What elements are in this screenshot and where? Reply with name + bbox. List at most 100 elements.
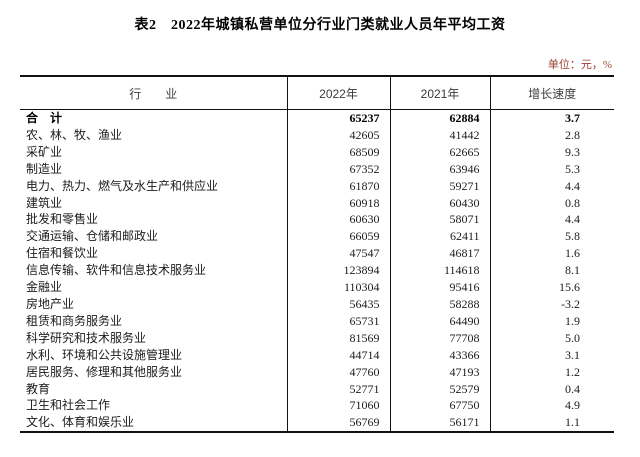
header-year-2022: 2022年 xyxy=(287,76,391,110)
growth-rate-cell: 1.9 xyxy=(565,313,580,328)
table-row: 金融业 110304 95416 15.6 xyxy=(20,279,614,296)
wage-table: 行 业 2022年 2021年 增长速度 合 计 65237 62884 3.7 农、林… xyxy=(20,75,614,434)
growth-rate-cell: 0.4 xyxy=(565,381,580,396)
growth-rate-cell: 8.1 xyxy=(565,263,580,278)
value-2022-cell: 56435 xyxy=(287,295,391,313)
value-2021-cell: 63946 xyxy=(390,160,491,178)
value-2021-cell: 114618 xyxy=(390,262,491,280)
table-row: 信息传输、软件和信息技术服务业 123894 114618 8.1 xyxy=(20,262,614,280)
value-2022-cell: 42605 xyxy=(287,126,391,144)
table-row: 居民服务、修理和其他服务业 47760 47193 1.2 xyxy=(20,363,614,381)
table-row: 农、林、牧、渔业 42605 41442 2.8 xyxy=(20,126,614,144)
value-2022-cell: 67352 xyxy=(287,160,391,178)
industry-cell: 居民服务、修理和其他服务业 xyxy=(20,363,288,381)
value-2022-cell: 47547 xyxy=(287,245,391,263)
value-2022-cell: 60918 xyxy=(287,194,391,212)
growth-rate-cell: 1.1 xyxy=(565,415,580,430)
unit-note: 单位：元，% xyxy=(547,59,612,71)
table-row: 水利、环境和公共设施管理业 44714 43366 3.1 xyxy=(20,346,614,364)
header-growth-rate: 增长速度 xyxy=(490,76,614,110)
industry-cell: 水利、环境和公共设施管理业 xyxy=(20,346,288,364)
header-year-2021: 2021年 xyxy=(390,76,491,110)
growth-rate-cell: 0.8 xyxy=(565,195,580,210)
value-2022-cell: 65731 xyxy=(287,312,391,330)
growth-rate-cell: 4.4 xyxy=(565,178,580,193)
growth-rate-cell: 2.8 xyxy=(565,127,580,142)
industry-cell: 批发和零售业 xyxy=(20,211,288,229)
value-2022-cell: 123894 xyxy=(287,262,391,280)
value-2021-cell: 59271 xyxy=(390,177,491,195)
value-2022-cell: 44714 xyxy=(287,346,391,364)
value-2021-cell: 46817 xyxy=(390,245,491,263)
header-industry: 行 业 xyxy=(20,76,288,110)
industry-cell: 农、林、牧、渔业 xyxy=(20,126,288,144)
industry-cell: 租赁和商务服务业 xyxy=(20,312,288,330)
growth-rate-cell: 9.3 xyxy=(565,144,580,159)
table-row: 教育 52771 52579 0.4 xyxy=(20,380,614,398)
table-row: 住宿和餐饮业 47547 46817 1.6 xyxy=(20,245,614,263)
value-2021-cell: 95416 xyxy=(390,279,491,296)
value-2022-cell: 52771 xyxy=(287,380,391,398)
table-row: 制造业 67352 63946 5.3 xyxy=(20,160,614,178)
industry-cell: 制造业 xyxy=(20,160,288,178)
growth-rate-cell: 15.6 xyxy=(559,280,580,295)
table-row: 科学研究和技术服务业 81569 77708 5.0 xyxy=(20,329,614,347)
industry-cell: 建筑业 xyxy=(20,194,288,212)
value-2022-cell: 110304 xyxy=(287,279,391,296)
growth-rate-cell: 4.4 xyxy=(565,212,580,227)
growth-rate-cell: 5.3 xyxy=(565,161,580,176)
industry-cell: 科学研究和技术服务业 xyxy=(20,329,288,347)
growth-rate-cell: 3.1 xyxy=(565,347,580,362)
growth-rate-cell: -3.2 xyxy=(561,296,580,311)
value-2022-cell: 56769 xyxy=(287,414,391,433)
growth-rate-cell: 4.9 xyxy=(565,398,580,413)
value-2022-cell: 71060 xyxy=(287,397,391,415)
table-row: 采矿业 68509 62665 9.3 xyxy=(20,143,614,161)
industry-cell: 采矿业 xyxy=(20,143,288,161)
value-2022-cell: 81569 xyxy=(287,329,391,347)
industry-cell: 合 计 xyxy=(20,109,288,127)
value-2022-cell: 61870 xyxy=(287,177,391,195)
table-row: 交通运输、仓储和邮政业 66059 62411 5.8 xyxy=(20,228,614,246)
table-container: 单位：元，% 行 业 2022年 2021年 增长速度 合 计 65237 6288… xyxy=(20,58,614,434)
value-2021-cell: 58071 xyxy=(390,211,491,229)
value-2021-cell: 67750 xyxy=(390,397,491,415)
growth-rate-cell: 5.0 xyxy=(565,330,580,345)
value-2021-cell: 62411 xyxy=(390,228,491,246)
industry-cell: 房地产业 xyxy=(20,295,288,313)
value-2021-cell: 62665 xyxy=(390,143,491,161)
growth-rate-cell: 1.6 xyxy=(565,246,580,261)
value-2021-cell: 41442 xyxy=(390,126,491,144)
industry-cell: 卫生和社会工作 xyxy=(20,397,288,415)
growth-rate-cell: 5.8 xyxy=(565,229,580,244)
value-2021-cell: 56171 xyxy=(390,414,491,433)
table-title: 表2 2022年城镇私营单位分行业门类就业人员年平均工资 xyxy=(134,18,506,33)
industry-cell: 住宿和餐饮业 xyxy=(20,245,288,263)
table-row: 建筑业 60918 60430 0.8 xyxy=(20,194,614,212)
industry-cell: 教育 xyxy=(20,380,288,398)
value-2021-cell: 77708 xyxy=(390,329,491,347)
table-row: 房地产业 56435 58288 -3.2 xyxy=(20,295,614,313)
value-2021-cell: 47193 xyxy=(390,363,491,381)
value-2022-cell: 65237 xyxy=(287,109,391,127)
industry-cell: 信息传输、软件和信息技术服务业 xyxy=(20,262,288,280)
value-2021-cell: 62884 xyxy=(390,109,491,127)
growth-rate-cell: 1.2 xyxy=(565,364,580,379)
industry-cell: 文化、体育和娱乐业 xyxy=(20,414,288,433)
industry-cell: 电力、热力、燃气及水生产和供应业 xyxy=(20,177,288,195)
industry-cell: 金融业 xyxy=(20,279,288,296)
table-row: 租赁和商务服务业 65731 64490 1.9 xyxy=(20,312,614,330)
value-2022-cell: 66059 xyxy=(287,228,391,246)
table-row: 批发和零售业 60630 58071 4.4 xyxy=(20,211,614,229)
value-2022-cell: 47760 xyxy=(287,363,391,381)
value-2021-cell: 64490 xyxy=(390,312,491,330)
value-2022-cell: 60630 xyxy=(287,211,391,229)
table-row: 合 计 65237 62884 3.7 xyxy=(20,109,614,127)
industry-cell: 交通运输、仓储和邮政业 xyxy=(20,228,288,246)
table-row: 电力、热力、燃气及水生产和供应业 61870 59271 4.4 xyxy=(20,177,614,195)
value-2021-cell: 60430 xyxy=(390,194,491,212)
table-row: 文化、体育和娱乐业 56769 56171 1.1 xyxy=(20,414,614,433)
value-2021-cell: 43366 xyxy=(390,346,491,364)
growth-rate-cell: 3.7 xyxy=(565,111,580,125)
